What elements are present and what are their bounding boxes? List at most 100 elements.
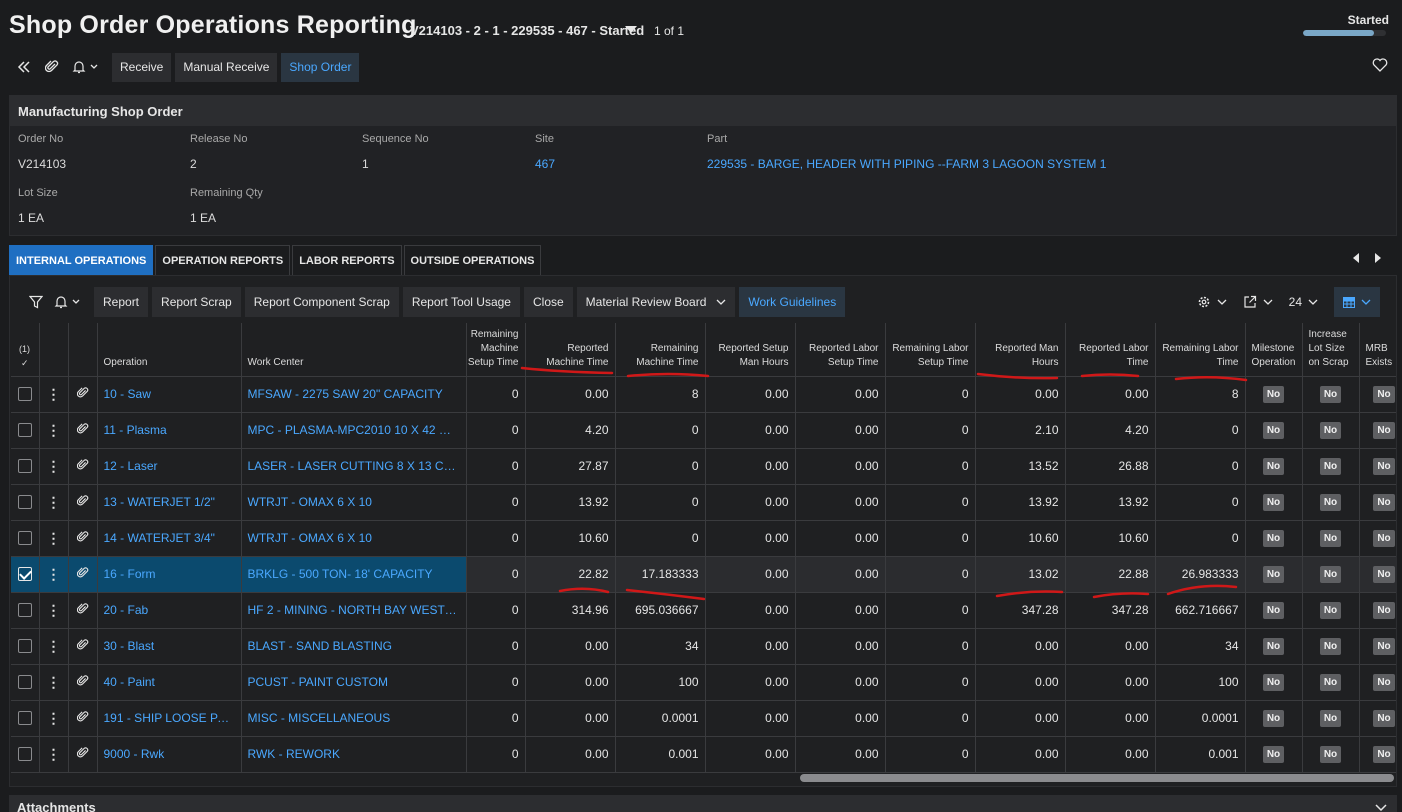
- paperclip-icon[interactable]: [76, 566, 89, 579]
- row-checkbox[interactable]: [17, 387, 32, 402]
- row-menu-cell[interactable]: ⋮: [39, 592, 69, 629]
- row-menu-cell[interactable]: ⋮: [39, 412, 69, 449]
- row-attachment-cell[interactable]: [68, 484, 98, 521]
- row-checkbox-cell[interactable]: [11, 376, 40, 413]
- table-row[interactable]: ⋮ 16 - Form BRKLG - 500 TON- 18' CAPACITY 0…: [11, 556, 1396, 593]
- kebab-menu-icon[interactable]: ⋮: [46, 709, 61, 726]
- report-button[interactable]: Report: [94, 287, 149, 317]
- page-size-select[interactable]: 24: [1289, 295, 1318, 309]
- row-attachment-cell[interactable]: [68, 448, 98, 485]
- row-attachment-cell[interactable]: [68, 736, 98, 773]
- table-row[interactable]: ⋮ 14 - WATERJET 3/4" WTRJT - OMAX 6 X 10 0 1…: [11, 520, 1396, 557]
- record-selector[interactable]: V214103 - 2 - 1 - 229535 - 467 - Started: [410, 23, 645, 38]
- work-center-link[interactable]: WTRJT - OMAX 6 X 10: [241, 520, 467, 557]
- kebab-menu-icon[interactable]: ⋮: [46, 529, 61, 546]
- row-attachment-cell[interactable]: [68, 412, 98, 449]
- row-checkbox[interactable]: [17, 675, 32, 690]
- receive-button[interactable]: Receive: [112, 52, 172, 82]
- row-checkbox[interactable]: [17, 423, 32, 438]
- work-center-link[interactable]: MFSAW - 2275 SAW 20" CAPACITY: [241, 376, 467, 413]
- paperclip-icon[interactable]: [76, 674, 89, 687]
- table-row[interactable]: ⋮ 12 - Laser LASER - LASER CUTTING 8 X 13 …: [11, 448, 1396, 485]
- column-header-remaining-labor-setup-time[interactable]: Remaining Labor Setup Time: [885, 323, 976, 377]
- row-checkbox-cell[interactable]: [11, 664, 40, 701]
- row-checkbox[interactable]: [17, 459, 32, 474]
- row-attachment-cell[interactable]: [68, 592, 98, 629]
- paperclip-icon[interactable]: [76, 530, 89, 543]
- kebab-menu-icon[interactable]: ⋮: [46, 457, 61, 474]
- column-header-increase-lot-size-on-scrap[interactable]: Increase Lot Size on Scrap: [1302, 323, 1360, 377]
- paperclip-icon[interactable]: [76, 494, 89, 507]
- work-center-link[interactable]: WTRJT - OMAX 6 X 10: [241, 484, 467, 521]
- work-center-link[interactable]: BLAST - SAND BLASTING: [241, 628, 467, 665]
- operations-table-container[interactable]: (1) ✓ Operation Work Center Remaining Ma…: [11, 323, 1396, 773]
- kebab-menu-icon[interactable]: ⋮: [46, 493, 61, 510]
- row-menu-cell[interactable]: ⋮: [39, 556, 69, 593]
- row-checkbox[interactable]: [17, 531, 32, 546]
- work-center-link[interactable]: MISC - MISCELLANEOUS: [241, 700, 467, 737]
- kebab-menu-icon[interactable]: ⋮: [46, 385, 61, 402]
- work-center-link[interactable]: HF 2 - MINING - NORTH BAY WEST END: [241, 592, 467, 629]
- operation-link[interactable]: 13 - WATERJET 1/2": [97, 484, 242, 521]
- row-checkbox-cell[interactable]: [11, 412, 40, 449]
- row-checkbox-cell[interactable]: [11, 484, 40, 521]
- row-checkbox[interactable]: [17, 495, 32, 510]
- column-header-work-center[interactable]: Work Center: [241, 323, 467, 377]
- export-icon[interactable]: [1243, 295, 1273, 309]
- kebab-menu-icon[interactable]: ⋮: [46, 673, 61, 690]
- column-header-reported-labor-time[interactable]: Reported Labor Time: [1065, 323, 1156, 377]
- column-header-operation[interactable]: Operation: [97, 323, 242, 377]
- operation-link[interactable]: 10 - Saw: [97, 376, 242, 413]
- part-link[interactable]: 229535 - BARGE, HEADER WITH PIPING --FAR…: [707, 157, 1107, 171]
- row-attachment-cell[interactable]: [68, 664, 98, 701]
- table-row[interactable]: ⋮ 40 - Paint PCUST - PAINT CUSTOM 0 0.00 100 0…: [11, 664, 1396, 701]
- column-header-reported-man-hours[interactable]: Reported Man Hours: [975, 323, 1066, 377]
- close-button[interactable]: Close: [523, 287, 573, 317]
- favorite-heart-icon[interactable]: [1372, 57, 1388, 76]
- row-attachment-cell[interactable]: [68, 628, 98, 665]
- operation-link[interactable]: 9000 - Rwk: [97, 736, 242, 773]
- row-menu-cell[interactable]: ⋮: [39, 628, 69, 665]
- row-checkbox[interactable]: [17, 639, 32, 654]
- work-guidelines-button[interactable]: Work Guidelines: [739, 287, 846, 317]
- select-all-column[interactable]: (1) ✓: [11, 323, 40, 377]
- row-checkbox[interactable]: [17, 711, 32, 726]
- tab-outside-operations[interactable]: OUTSIDE OPERATIONS: [403, 245, 542, 275]
- operation-link[interactable]: 14 - WATERJET 3/4": [97, 520, 242, 557]
- settings-gear-icon[interactable]: [1197, 295, 1227, 309]
- table-view-toggle[interactable]: [1334, 287, 1380, 317]
- kebab-menu-icon[interactable]: ⋮: [46, 601, 61, 618]
- chevron-down-icon[interactable]: [1375, 804, 1387, 811]
- paperclip-icon[interactable]: [76, 638, 89, 651]
- row-menu-cell[interactable]: ⋮: [39, 664, 69, 701]
- operation-link[interactable]: 11 - Plasma: [97, 412, 242, 449]
- report-tool-usage-button[interactable]: Report Tool Usage: [402, 287, 520, 317]
- site-link[interactable]: 467: [535, 157, 556, 171]
- report-component-scrap-button[interactable]: Report Component Scrap: [244, 287, 399, 317]
- tab-scroll-right-icon[interactable]: [1374, 252, 1382, 264]
- collapse-left-icon[interactable]: [10, 53, 38, 81]
- work-center-link[interactable]: LASER - LASER CUTTING 8 X 13 CAPACITY: [241, 448, 467, 485]
- tab-labor-reports[interactable]: LABOR REPORTS: [292, 245, 402, 275]
- attachments-panel[interactable]: Attachments: [9, 795, 1397, 812]
- operation-link[interactable]: 16 - Form: [97, 556, 242, 593]
- row-checkbox-cell[interactable]: [11, 628, 40, 665]
- manual-receive-button[interactable]: Manual Receive: [175, 52, 278, 82]
- column-header-reported-labor-setup-time[interactable]: Reported Labor Setup Time: [795, 323, 886, 377]
- row-attachment-cell[interactable]: [68, 376, 98, 413]
- row-attachment-cell[interactable]: [68, 520, 98, 557]
- operation-link[interactable]: 12 - Laser: [97, 448, 242, 485]
- row-menu-cell[interactable]: ⋮: [39, 448, 69, 485]
- row-menu-cell[interactable]: ⋮: [39, 376, 69, 413]
- kebab-menu-icon[interactable]: ⋮: [46, 565, 61, 582]
- kebab-menu-icon[interactable]: ⋮: [46, 637, 61, 654]
- paperclip-icon[interactable]: [76, 422, 89, 435]
- table-row[interactable]: ⋮ 20 - Fab HF 2 - MINING - NORTH BAY WEST …: [11, 592, 1396, 629]
- material-review-board-button[interactable]: Material Review Board: [576, 287, 736, 317]
- row-checkbox-cell[interactable]: [11, 700, 40, 737]
- column-header-remaining-machine-time[interactable]: Remaining Machine Time: [615, 323, 706, 377]
- row-menu-cell[interactable]: ⋮: [39, 736, 69, 773]
- row-checkbox[interactable]: [17, 747, 32, 762]
- column-header-milestone-operation[interactable]: Milestone Operation: [1245, 323, 1303, 377]
- work-center-link[interactable]: PCUST - PAINT CUSTOM: [241, 664, 467, 701]
